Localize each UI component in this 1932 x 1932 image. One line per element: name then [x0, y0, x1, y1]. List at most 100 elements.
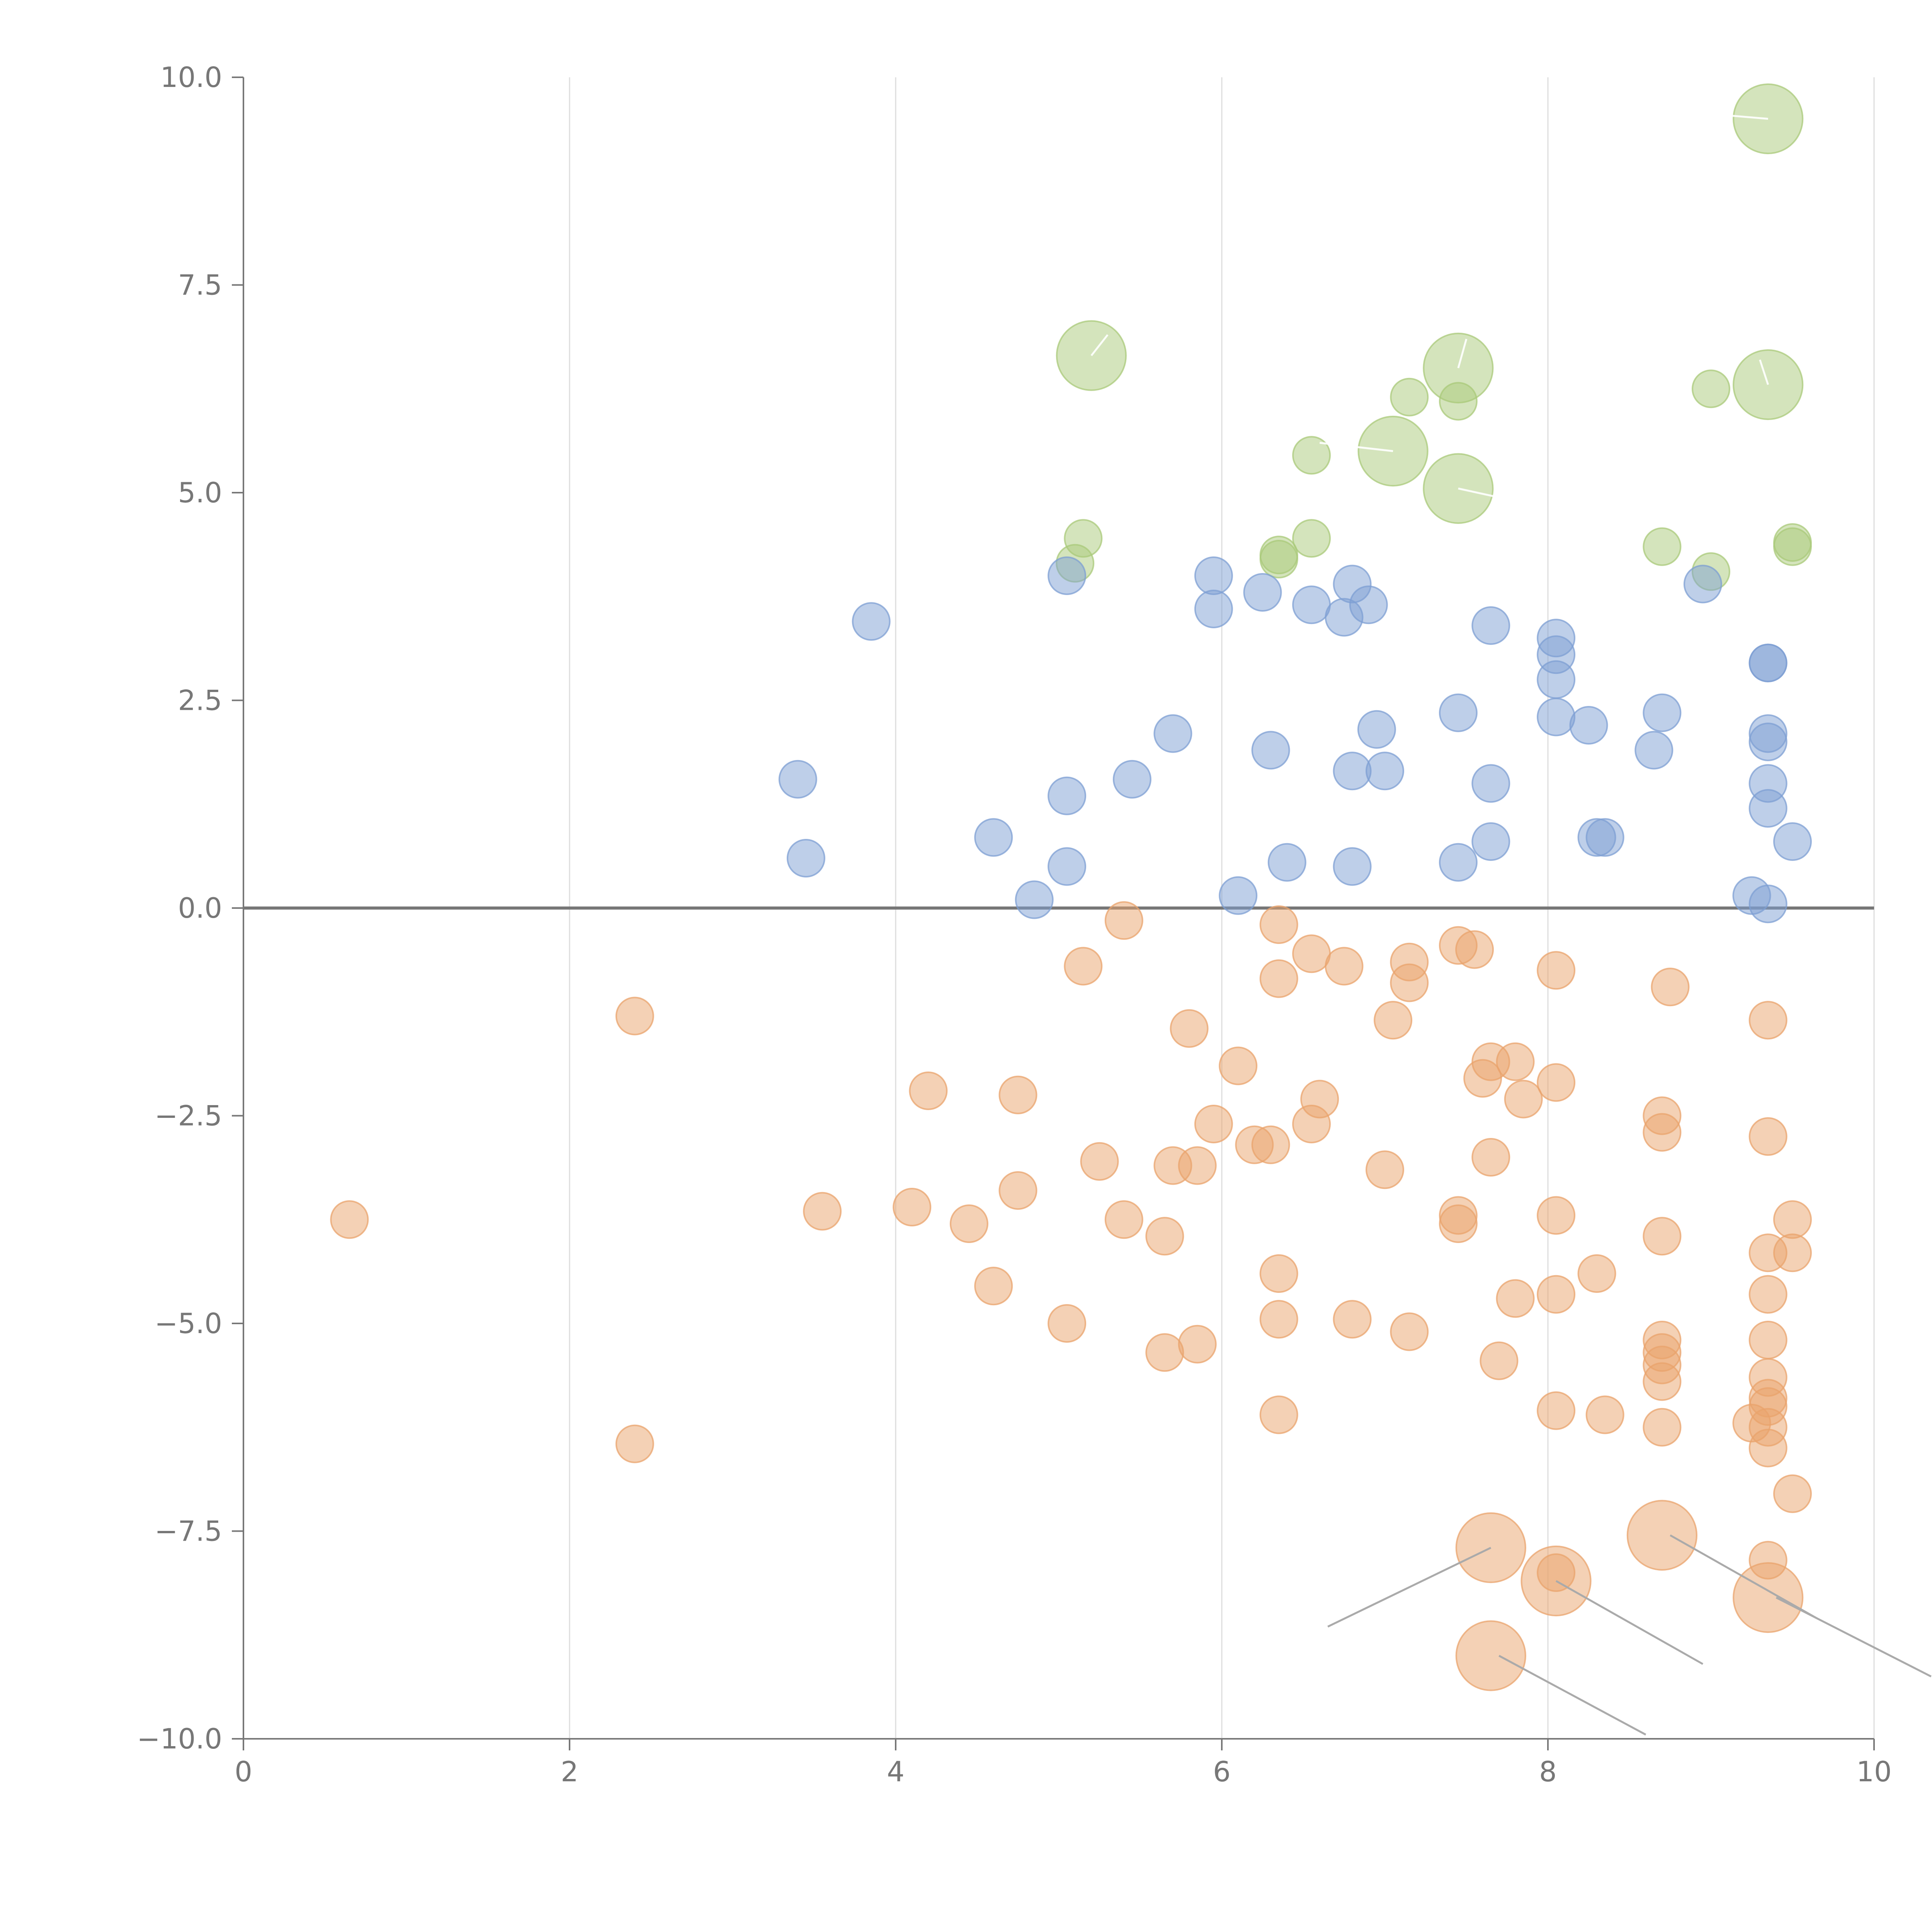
data-point-blue [1471, 606, 1510, 645]
data-point-orange [1496, 1042, 1535, 1081]
data-point-blue [1292, 585, 1331, 624]
data-point-orange [1480, 1341, 1519, 1380]
data-point-blue [852, 602, 891, 641]
data-point-blue [1569, 706, 1608, 745]
data-point-orange [1292, 934, 1331, 973]
data-point-orange [1748, 1275, 1787, 1314]
data-point-orange [1504, 1080, 1543, 1119]
data-point-blue [1349, 585, 1388, 624]
data-point-blue [1683, 565, 1722, 604]
y-tick-label: 7.5 [178, 269, 222, 301]
data-point-orange [1374, 1001, 1413, 1040]
data-point-blue [1219, 876, 1258, 915]
bubble-pin-mark [1457, 338, 1468, 369]
data-point-orange [1048, 1304, 1087, 1343]
data-point-orange [1643, 1362, 1682, 1401]
bubble-pin-mark [1759, 359, 1769, 385]
data-point-orange [1651, 968, 1690, 1007]
data-point-orange [1577, 1254, 1616, 1293]
data-point-orange [1390, 1312, 1429, 1351]
data-point-orange [1626, 1500, 1697, 1571]
callout-leader-line [1776, 1597, 1932, 1677]
data-point-blue [974, 818, 1013, 857]
data-point-orange [974, 1267, 1013, 1306]
y-tick-label: 2.5 [178, 684, 222, 717]
data-point-orange [1455, 1620, 1526, 1691]
data-point-blue [1471, 822, 1510, 861]
data-point-blue [1366, 752, 1404, 791]
data-point-orange [1390, 963, 1429, 1002]
data-point-green [1643, 527, 1682, 566]
data-point-orange [1178, 1146, 1217, 1185]
data-point-blue [1194, 556, 1233, 595]
data-point-blue [1243, 573, 1282, 612]
data-point-blue [1471, 764, 1510, 803]
data-point-blue [1357, 710, 1396, 749]
data-point-orange [909, 1071, 948, 1110]
data-point-orange [1773, 1233, 1812, 1272]
y-tick-label: −5.0 [155, 1307, 222, 1340]
data-point-blue [1537, 697, 1576, 736]
data-point-orange [1496, 1279, 1535, 1318]
data-point-blue [1048, 847, 1087, 886]
data-point-orange [1537, 1063, 1576, 1102]
data-point-orange [1643, 1408, 1682, 1447]
callout-leader-line [1327, 1547, 1492, 1628]
data-point-orange [1259, 1395, 1298, 1434]
x-tick-label: 4 [887, 1755, 905, 1788]
data-point-orange [1643, 1113, 1682, 1152]
data-point-orange [1537, 951, 1576, 990]
data-point-blue [1251, 731, 1290, 770]
data-point-blue [1439, 693, 1478, 732]
callout-leader-line [1498, 1655, 1646, 1736]
x-tick-label: 8 [1539, 1755, 1557, 1788]
bubble-pin-mark [1090, 334, 1109, 356]
data-point-orange [1643, 1217, 1682, 1256]
data-point-orange [1170, 1009, 1209, 1048]
data-point-blue [1048, 776, 1087, 815]
data-point-orange [1259, 905, 1298, 944]
data-point-blue [786, 839, 825, 878]
data-point-blue [1585, 818, 1624, 857]
data-point-blue [1333, 752, 1372, 791]
points-layer [330, 83, 1812, 1691]
data-point-orange [1104, 901, 1143, 940]
data-point-orange [1325, 947, 1364, 986]
data-point-blue [1048, 556, 1087, 595]
data-point-orange [1733, 1562, 1804, 1633]
data-point-green [1292, 519, 1331, 558]
data-point-orange [1366, 1150, 1404, 1189]
data-point-orange [1537, 1196, 1576, 1235]
data-point-blue [1333, 847, 1372, 886]
y-tick-label: −7.5 [155, 1515, 222, 1548]
y-tick-label: −10.0 [137, 1723, 222, 1755]
y-tick-label: 10.0 [160, 61, 222, 94]
data-point-blue [1748, 723, 1787, 761]
data-point-orange [1748, 1321, 1787, 1359]
data-point-blue [1194, 590, 1233, 628]
data-point-orange [1773, 1200, 1812, 1239]
data-point-orange [998, 1171, 1037, 1210]
callout-leader-line [1670, 1534, 1818, 1619]
data-point-orange [803, 1192, 842, 1231]
data-point-orange [998, 1075, 1037, 1114]
data-point-orange [1145, 1217, 1184, 1256]
data-point-green [1439, 382, 1478, 421]
data-point-orange [1773, 1474, 1812, 1513]
data-point-green [1390, 378, 1429, 417]
data-point-orange [1259, 1300, 1298, 1339]
callout-leader-line [1555, 1580, 1704, 1665]
y-tick-label: −2.5 [155, 1100, 222, 1132]
data-point-orange [1080, 1142, 1119, 1181]
data-point-blue [1748, 884, 1787, 923]
y-tick-label: 0.0 [178, 892, 222, 924]
data-point-blue [1537, 660, 1576, 699]
data-point-orange [1537, 1391, 1576, 1430]
data-point-blue [1748, 789, 1787, 828]
data-point-orange [1471, 1138, 1510, 1177]
data-point-orange [1259, 1254, 1298, 1293]
data-point-orange [893, 1188, 932, 1226]
data-point-orange [1439, 1204, 1478, 1243]
